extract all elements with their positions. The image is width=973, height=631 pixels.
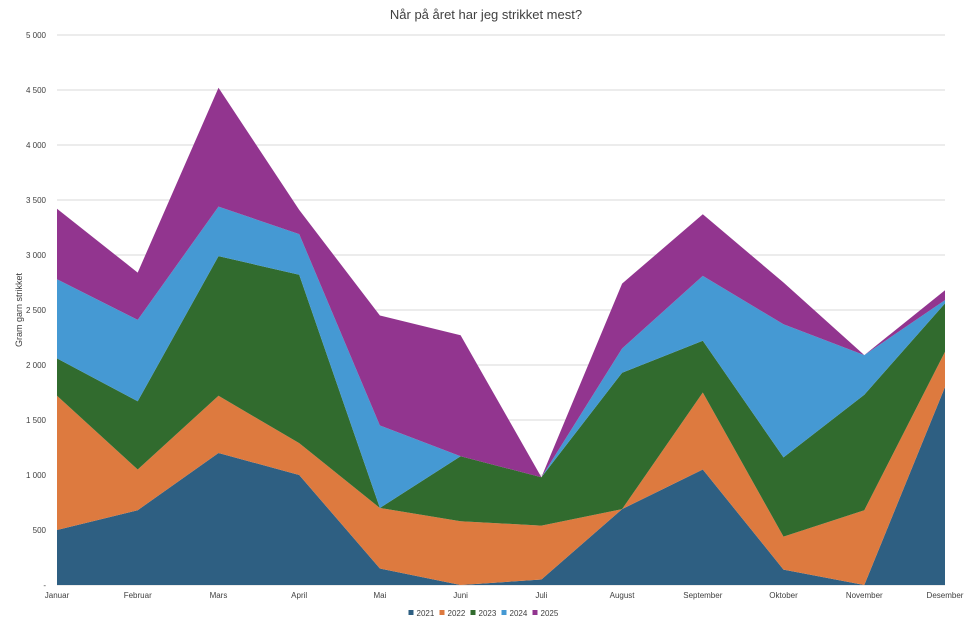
y-tick-label: 3 500 bbox=[26, 196, 47, 205]
x-tick-label: September bbox=[683, 591, 722, 600]
area-series-2024 bbox=[57, 206, 945, 508]
x-tick-label: April bbox=[291, 591, 307, 600]
x-tick-label: Februar bbox=[124, 591, 152, 600]
y-tick-label: 2 000 bbox=[26, 361, 47, 370]
chart-title: Når på året har jeg strikket mest? bbox=[390, 7, 582, 22]
x-tick-label: Mars bbox=[210, 591, 228, 600]
y-tick-label: 4 000 bbox=[26, 141, 47, 150]
area-series-2021 bbox=[57, 387, 945, 585]
area-series-2022 bbox=[57, 351, 945, 585]
legend-swatch-2021 bbox=[408, 610, 414, 615]
legend-label-2021: 2021 bbox=[417, 609, 435, 618]
y-tick-labels: - 500 1 000 1 500 2 000 2 500 3 000 3 500 4 000 4… bbox=[26, 31, 47, 590]
areas bbox=[57, 87, 945, 585]
legend-label-2024: 2024 bbox=[510, 609, 528, 618]
area-series-2023 bbox=[57, 256, 945, 537]
y-tick-label: 4 500 bbox=[26, 86, 47, 95]
legend-swatch-2025 bbox=[532, 610, 538, 615]
legend-swatch-2022 bbox=[439, 610, 445, 615]
legend-label-2025: 2025 bbox=[541, 609, 559, 618]
y-tick-label: 3 000 bbox=[26, 251, 47, 260]
x-tick-labels: Januar Februar Mars April Mai Juni Juli August S… bbox=[45, 591, 964, 600]
x-tick-label: August bbox=[610, 591, 636, 600]
x-tick-label: Juni bbox=[453, 591, 468, 600]
x-tick-label: Januar bbox=[45, 591, 70, 600]
x-tick-label: Mai bbox=[373, 591, 386, 600]
x-tick-label: November bbox=[846, 591, 883, 600]
legend: 2021 2022 2023 2024 2025 bbox=[408, 609, 559, 618]
y-tick-label: 1 000 bbox=[26, 471, 47, 480]
y-tick-label: 5 000 bbox=[26, 31, 47, 40]
legend-label-2022: 2022 bbox=[448, 609, 466, 618]
y-tick-label: - bbox=[43, 581, 46, 590]
y-tick-label: 1 500 bbox=[26, 416, 47, 425]
area-series-2025 bbox=[57, 87, 945, 478]
y-axis-label: Gram garn strikket bbox=[14, 272, 24, 347]
x-tick-label: Desember bbox=[927, 591, 964, 600]
y-tick-label: 500 bbox=[33, 526, 47, 535]
x-tick-label: Juli bbox=[535, 591, 547, 600]
x-tick-label: Oktober bbox=[769, 591, 798, 600]
legend-swatch-2023 bbox=[470, 610, 476, 615]
y-tick-label: 2 500 bbox=[26, 306, 47, 315]
legend-swatch-2024 bbox=[501, 610, 507, 615]
legend-label-2023: 2023 bbox=[479, 609, 497, 618]
